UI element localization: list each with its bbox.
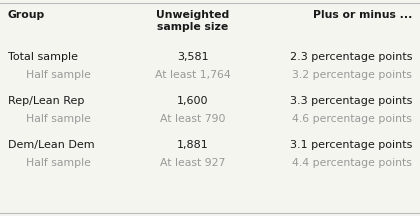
Text: 4.6 percentage points: 4.6 percentage points xyxy=(292,114,412,124)
Text: 1,881: 1,881 xyxy=(177,140,209,150)
Text: 4.4 percentage points: 4.4 percentage points xyxy=(292,158,412,168)
Text: 3.2 percentage points: 3.2 percentage points xyxy=(292,70,412,80)
Text: 2.3 percentage points: 2.3 percentage points xyxy=(289,52,412,62)
Text: 3,581: 3,581 xyxy=(177,52,209,62)
Text: 3.3 percentage points: 3.3 percentage points xyxy=(290,96,412,106)
Text: At least 1,764: At least 1,764 xyxy=(155,70,231,80)
Text: Half sample: Half sample xyxy=(26,70,91,80)
Text: At least 790: At least 790 xyxy=(160,114,226,124)
Text: 3.1 percentage points: 3.1 percentage points xyxy=(290,140,412,150)
Text: Rep/Lean Rep: Rep/Lean Rep xyxy=(8,96,84,106)
Text: Half sample: Half sample xyxy=(26,158,91,168)
Text: Plus or minus ...: Plus or minus ... xyxy=(312,10,412,20)
Text: Unweighted
sample size: Unweighted sample size xyxy=(156,10,230,32)
Text: At least 927: At least 927 xyxy=(160,158,226,168)
Text: Dem/Lean Dem: Dem/Lean Dem xyxy=(8,140,95,150)
Text: Group: Group xyxy=(8,10,45,20)
Text: Total sample: Total sample xyxy=(8,52,78,62)
Text: Half sample: Half sample xyxy=(26,114,91,124)
Text: 1,600: 1,600 xyxy=(177,96,209,106)
